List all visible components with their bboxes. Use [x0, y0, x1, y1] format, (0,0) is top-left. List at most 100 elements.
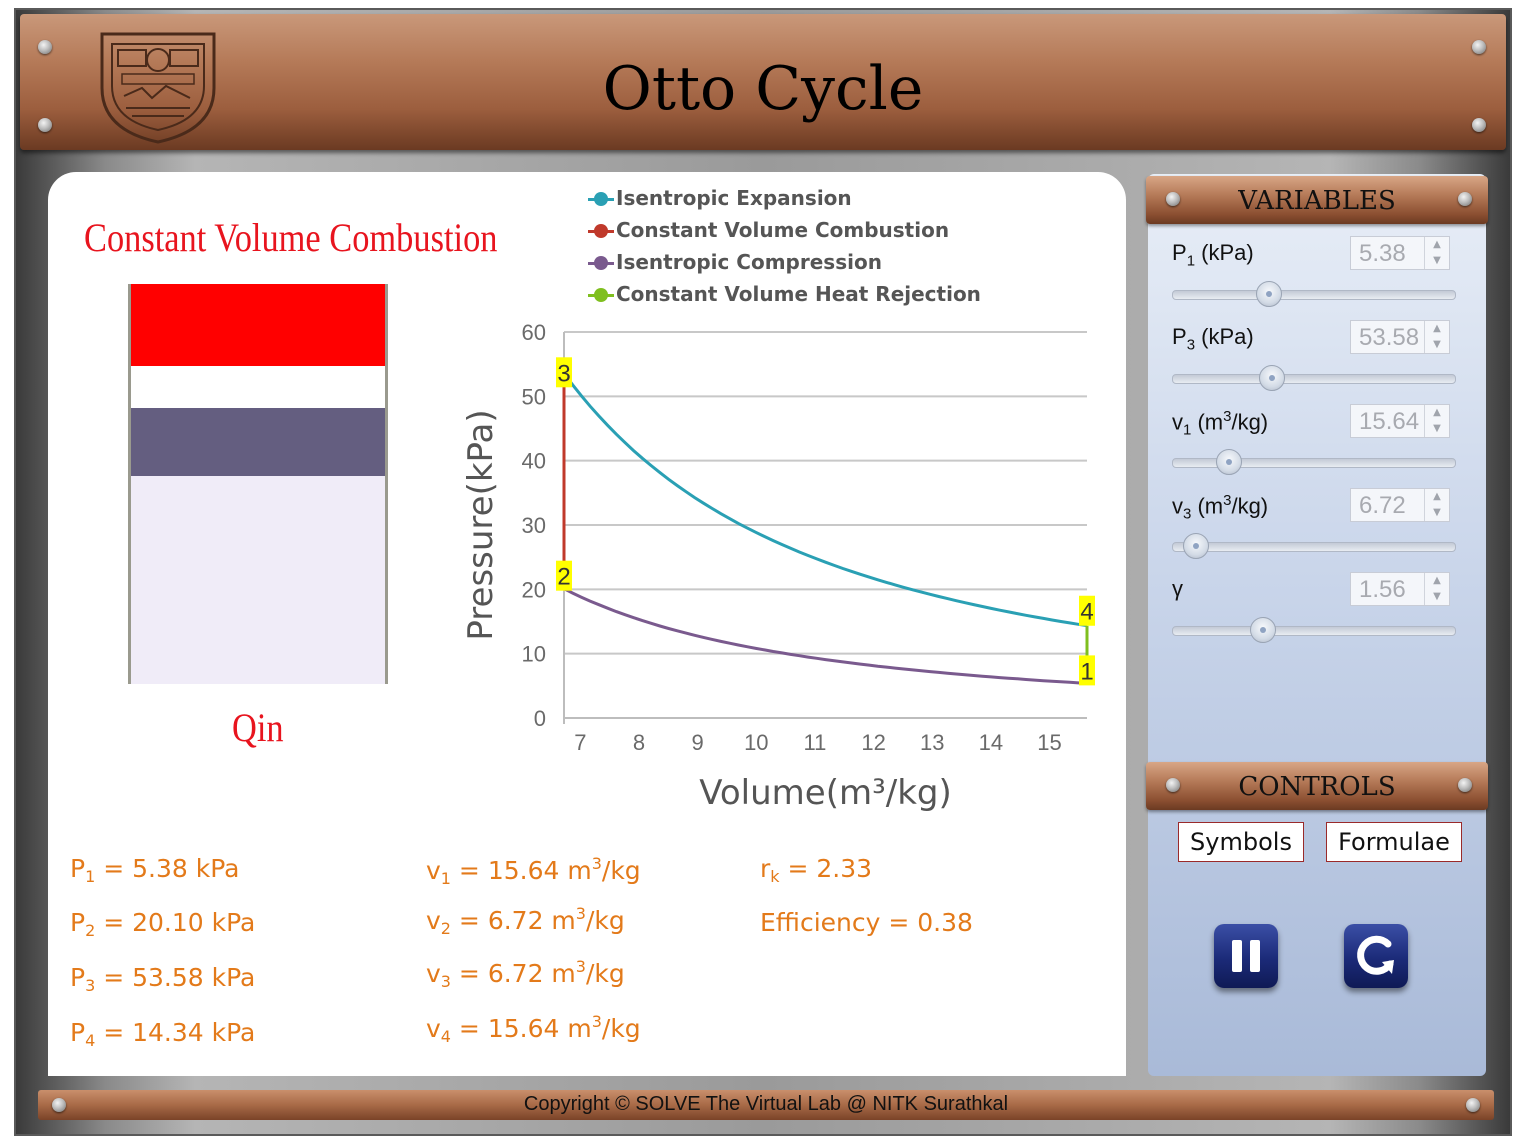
series-line — [563, 587, 1088, 685]
refresh-icon — [1357, 935, 1394, 975]
rivet — [52, 1098, 66, 1112]
x-tick-label: 11 — [804, 730, 827, 755]
spinner-arrows[interactable]: ▲ ▼ — [1424, 405, 1449, 437]
rivet — [1166, 192, 1180, 206]
y-tick-label: 0 — [534, 706, 546, 731]
heat-in-label: Qin — [232, 705, 284, 750]
spinner-arrows[interactable]: ▲ ▼ — [1424, 489, 1449, 521]
variable-label: v1 (m3/kg) — [1172, 408, 1269, 439]
variable-slider[interactable] — [1172, 449, 1456, 475]
cylinder-animation — [128, 284, 388, 684]
rivet — [38, 40, 52, 54]
x-tick-label: 7 — [574, 730, 586, 755]
y-tick-label: 20 — [522, 577, 546, 602]
header-bar: Otto Cycle — [20, 14, 1506, 150]
variable-value[interactable]: 15.64 — [1359, 408, 1420, 435]
slider-handle[interactable] — [1258, 365, 1285, 391]
variables-header: VARIABLES — [1146, 176, 1488, 224]
slider-handle[interactable] — [1182, 533, 1209, 559]
combustion-gas — [131, 284, 385, 366]
legend-label: Constant Volume Combustion — [616, 218, 950, 242]
pause-button[interactable] — [1214, 924, 1278, 988]
spinner-up-icon[interactable]: ▲ — [1433, 491, 1441, 502]
slider-handle[interactable] — [1216, 449, 1243, 475]
variable-value-spinner[interactable]: 6.72 ▲ ▼ — [1350, 488, 1450, 522]
variable-value[interactable]: 53.58 — [1359, 324, 1420, 351]
piston — [131, 408, 385, 476]
legend-swatch — [588, 256, 614, 270]
result-p2: P2 = 20.10 kPa — [70, 908, 256, 940]
reset-button[interactable] — [1344, 924, 1408, 988]
cylinder-gap — [131, 366, 385, 408]
legend-swatch — [588, 288, 614, 302]
rivet — [1466, 1098, 1480, 1112]
variable-value-spinner[interactable]: 5.38 ▲ ▼ — [1350, 236, 1450, 270]
rivet — [1458, 778, 1472, 792]
slider-handle[interactable] — [1255, 281, 1282, 307]
y-axis-label: Pressure(kPa) — [461, 409, 501, 640]
spinner-up-icon[interactable]: ▲ — [1433, 575, 1441, 586]
spinner-up-icon[interactable]: ▲ — [1433, 407, 1441, 418]
rivet — [1472, 40, 1486, 54]
formulae-button[interactable]: Formulae — [1326, 822, 1462, 862]
x-tick-label: 8 — [633, 730, 645, 755]
y-tick-label: 10 — [522, 642, 546, 667]
legend-swatch — [588, 192, 614, 206]
spinner-down-icon[interactable]: ▼ — [1433, 423, 1441, 434]
variable-label: P1 (kPa) — [1172, 240, 1254, 270]
result-v1: v1 = 15.64 m3/kg — [426, 854, 641, 888]
result-p3: P3 = 53.58 kPa — [70, 963, 256, 995]
variable-value[interactable]: 6.72 — [1359, 492, 1406, 519]
variable-slider[interactable] — [1172, 281, 1456, 307]
result-v2: v2 = 6.72 m3/kg — [426, 904, 625, 938]
x-axis-label: Volume(m³/kg) — [699, 773, 951, 813]
pause-icon — [1232, 940, 1260, 972]
variable-value-spinner[interactable]: 15.64 ▲ ▼ — [1350, 404, 1450, 438]
spinner-arrows[interactable]: ▲ ▼ — [1424, 237, 1449, 269]
spinner-down-icon[interactable]: ▼ — [1433, 507, 1441, 518]
result-compression-ratio: rk = 2.33 — [760, 854, 873, 886]
variable-label: γ — [1172, 576, 1183, 601]
side-panel: VARIABLES P1 (kPa) 5.38 ▲ ▼ P3 (kPa) 53.58 ▲ ▼ v… — [1146, 174, 1488, 1076]
variable-slider[interactable] — [1172, 617, 1456, 643]
symbols-button[interactable]: Symbols — [1178, 822, 1304, 862]
x-tick-label: 12 — [861, 730, 885, 755]
controls-title: CONTROLS — [1238, 772, 1396, 802]
legend-label: Isentropic Expansion — [616, 186, 852, 210]
variable-value[interactable]: 5.38 — [1359, 240, 1406, 267]
spinner-arrows[interactable]: ▲ ▼ — [1424, 573, 1449, 605]
spinner-arrows[interactable]: ▲ ▼ — [1424, 321, 1449, 353]
point-label-bg — [1079, 655, 1095, 686]
y-tick-label: 60 — [522, 320, 546, 345]
spinner-down-icon[interactable]: ▼ — [1433, 339, 1441, 350]
spinner-up-icon[interactable]: ▲ — [1433, 323, 1441, 334]
variable-slider[interactable] — [1172, 533, 1456, 559]
spinner-down-icon[interactable]: ▼ — [1433, 591, 1441, 602]
point-label-bg — [1079, 595, 1095, 626]
variable-slider[interactable] — [1172, 365, 1456, 391]
rivet — [1472, 118, 1486, 132]
y-tick-label: 40 — [522, 449, 546, 474]
variable-value[interactable]: 1.56 — [1359, 576, 1406, 603]
point-label: 3 — [557, 360, 570, 387]
phase-title: Constant Volume Combustion — [84, 215, 498, 260]
variable-value-spinner[interactable]: 1.56 ▲ ▼ — [1350, 572, 1450, 606]
point-label: 2 — [557, 564, 570, 591]
y-tick-label: 50 — [522, 384, 546, 409]
rivet — [1166, 778, 1180, 792]
slider-handle[interactable] — [1250, 617, 1277, 643]
page-title: Otto Cycle — [602, 54, 924, 124]
x-tick-label: 9 — [692, 730, 704, 755]
result-v4: v4 = 15.64 m3/kg — [426, 1012, 641, 1046]
result-p1: P1 = 5.38 kPa — [70, 854, 240, 886]
point-label: 4 — [1080, 599, 1093, 626]
rivet — [1458, 192, 1472, 206]
x-tick-label: 10 — [744, 730, 768, 755]
result-efficiency: Efficiency = 0.38 — [760, 908, 973, 937]
variable-value-spinner[interactable]: 53.58 ▲ ▼ — [1350, 320, 1450, 354]
y-tick-label: 30 — [522, 513, 546, 538]
point-label-bg — [556, 357, 572, 388]
spinner-down-icon[interactable]: ▼ — [1433, 255, 1441, 266]
spinner-up-icon[interactable]: ▲ — [1433, 239, 1441, 250]
